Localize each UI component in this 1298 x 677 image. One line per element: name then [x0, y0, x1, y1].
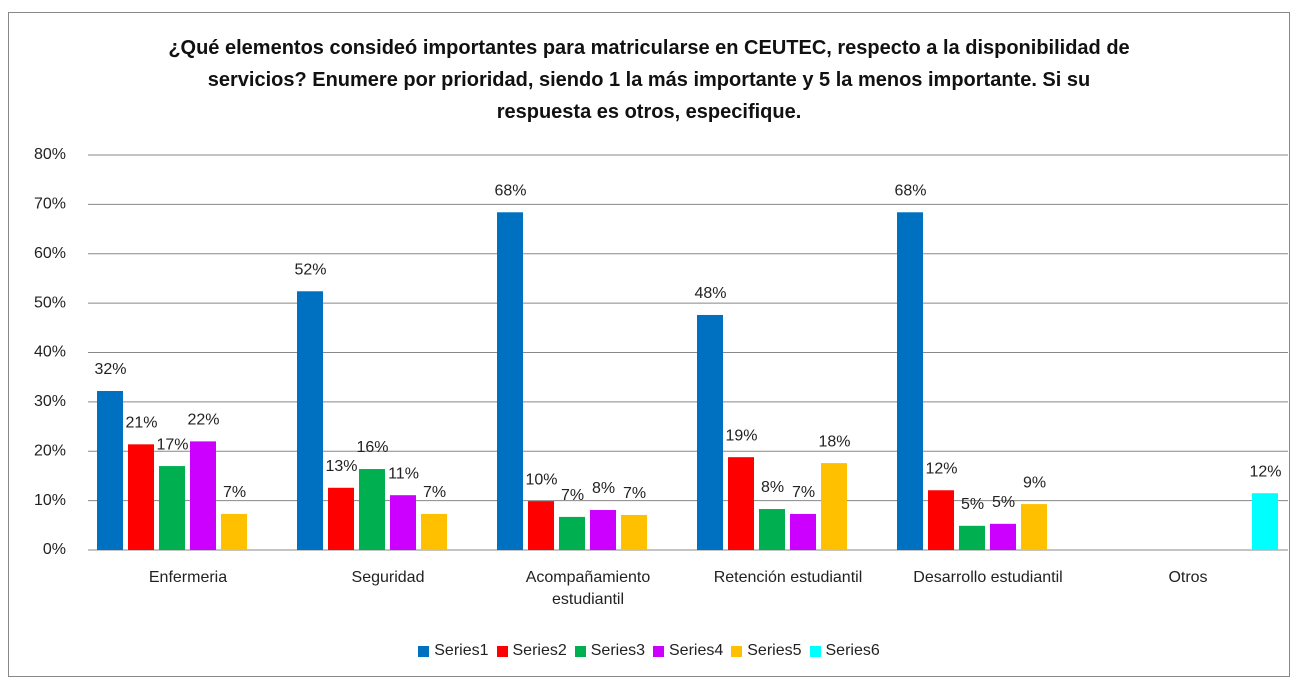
legend-item: Series3	[574, 642, 645, 660]
bar	[97, 391, 123, 550]
legend-label: Series6	[825, 642, 880, 659]
bar	[497, 212, 523, 550]
bar	[390, 495, 416, 550]
bar	[297, 291, 323, 550]
x-tick-label: Desarrollo estudiantil	[913, 569, 1063, 586]
bar	[421, 513, 447, 550]
y-tick-label: 80%	[34, 146, 66, 163]
data-label: 7%	[792, 484, 815, 501]
legend-label: Series2	[512, 642, 567, 659]
bar	[821, 463, 847, 550]
y-tick-label: 60%	[34, 245, 66, 262]
data-label: 12%	[925, 460, 957, 477]
bar	[728, 457, 754, 550]
data-label: 5%	[961, 496, 984, 513]
x-tick-label: Acompañamiento estudiantil	[525, 569, 651, 608]
legend-item: Series6	[809, 642, 880, 660]
data-label: 12%	[1249, 463, 1281, 480]
legend: Series1 Series2 Series3 Series4 Series5 Serie…	[0, 642, 1298, 660]
data-label: 21%	[125, 415, 157, 432]
y-tick-label: 30%	[34, 393, 66, 410]
bar	[528, 501, 554, 550]
data-label: 5%	[992, 494, 1015, 511]
data-label: 18%	[818, 433, 850, 450]
x-tick-label: Otros	[1168, 569, 1208, 586]
bar	[928, 490, 954, 550]
data-label: 68%	[894, 182, 926, 199]
legend-swatch	[809, 645, 821, 657]
bar	[159, 466, 185, 550]
data-label: 7%	[561, 487, 584, 504]
data-label: 48%	[694, 285, 726, 302]
bar	[990, 523, 1016, 550]
data-label: 11%	[388, 465, 419, 482]
y-tick-label: 0%	[43, 541, 66, 558]
data-label: 32%	[94, 361, 126, 378]
data-label: 8%	[592, 480, 615, 497]
bar	[959, 525, 985, 550]
bar	[359, 469, 385, 550]
data-label: 16%	[356, 439, 388, 456]
bar	[328, 487, 354, 550]
data-label: 13%	[325, 458, 357, 475]
bar	[697, 314, 723, 550]
x-tick-label: Seguridad	[351, 569, 425, 586]
data-label: 9%	[1023, 474, 1046, 491]
legend-swatch	[496, 645, 508, 657]
y-tick-label: 10%	[34, 492, 66, 509]
legend-item: Series1	[418, 642, 489, 660]
bar	[128, 444, 154, 550]
data-label: 19%	[725, 427, 757, 444]
bar	[621, 514, 647, 550]
legend-label: Series3	[590, 642, 645, 659]
bar	[897, 212, 923, 550]
data-label: 7%	[623, 485, 646, 502]
legend-swatch	[574, 645, 586, 657]
y-tick-label: 40%	[34, 344, 66, 361]
data-label: 17%	[156, 436, 188, 453]
data-label: 10%	[525, 471, 557, 488]
legend-label: Series1	[434, 642, 489, 659]
bar	[1021, 504, 1047, 550]
data-label: 8%	[761, 479, 784, 496]
bar	[559, 516, 585, 550]
data-label: 7%	[223, 484, 246, 501]
bar	[1252, 493, 1278, 550]
y-tick-label: 20%	[34, 442, 66, 459]
bar	[221, 513, 247, 550]
legend-item: Series4	[653, 642, 723, 660]
legend-item: Series5	[731, 642, 802, 660]
legend-swatch	[418, 645, 430, 657]
y-tick-label: 70%	[34, 196, 66, 213]
bar	[190, 441, 216, 550]
data-label: 52%	[294, 261, 326, 278]
legend-swatch	[731, 645, 743, 657]
legend-swatch	[653, 645, 664, 657]
legend-label: Series4	[669, 642, 724, 659]
legend-item: Series2	[496, 642, 567, 660]
data-label: 7%	[423, 484, 446, 501]
x-tick-label: Enfermeria	[148, 569, 228, 586]
legend-label: Series5	[747, 642, 802, 659]
y-tick-label: 50%	[34, 294, 66, 311]
data-label: 22%	[187, 412, 219, 429]
bar	[759, 509, 785, 550]
chart-title: ¿Qué elementos consideó importantes para…	[168, 37, 1130, 123]
x-tick-label: Retención estudiantil	[713, 569, 863, 586]
bar	[790, 513, 816, 550]
data-label: 68%	[494, 182, 526, 199]
bar	[590, 510, 616, 550]
